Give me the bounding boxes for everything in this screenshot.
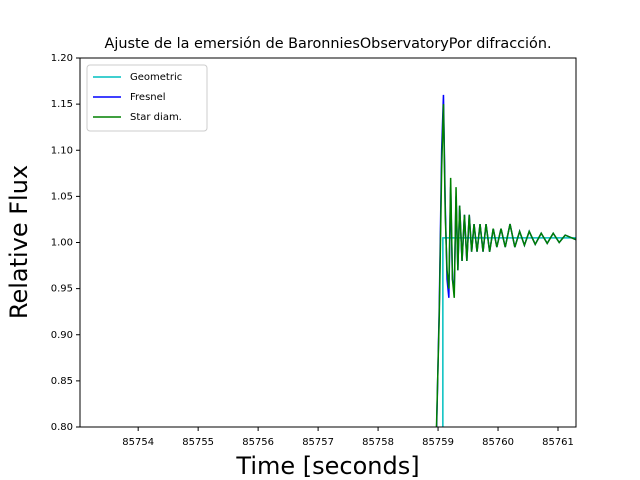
legend-label: Star diam. [130, 112, 182, 123]
series-line [442, 237, 576, 427]
legend-box [86, 64, 208, 132]
y-tick-label: 1.20 [51, 53, 73, 64]
chart-title: Ajuste de la emersión de BaronniesObserv… [104, 36, 551, 52]
y-tick-label: 1.10 [51, 145, 73, 156]
y-tick-label: 1.00 [51, 238, 73, 249]
y-tick-label: 0.80 [51, 422, 73, 433]
y-tick-label: 1.15 [51, 99, 73, 110]
x-tick-label: 85755 [182, 437, 214, 448]
y-tick-label: 0.95 [51, 284, 73, 295]
x-tick-label: 85757 [302, 437, 334, 448]
x-tick-label: 85759 [422, 437, 454, 448]
y-tick-label: 1.05 [51, 191, 73, 202]
x-tick-label: 85760 [482, 437, 514, 448]
legend-label: Fresnel [130, 92, 166, 103]
x-tick-label: 85761 [542, 437, 574, 448]
x-axis-label: Time [seconds] [235, 452, 419, 480]
y-tick-label: 0.90 [51, 330, 73, 341]
plot-area [435, 94, 576, 427]
y-tick-label: 0.85 [51, 376, 73, 387]
legend-label: Geometric [130, 72, 182, 83]
x-tick-label: 85756 [242, 437, 274, 448]
y-axis-label: Relative Flux [5, 165, 33, 319]
x-tick-label: 85754 [122, 437, 154, 448]
x-tick-label: 85758 [362, 437, 394, 448]
series-line [435, 104, 576, 427]
